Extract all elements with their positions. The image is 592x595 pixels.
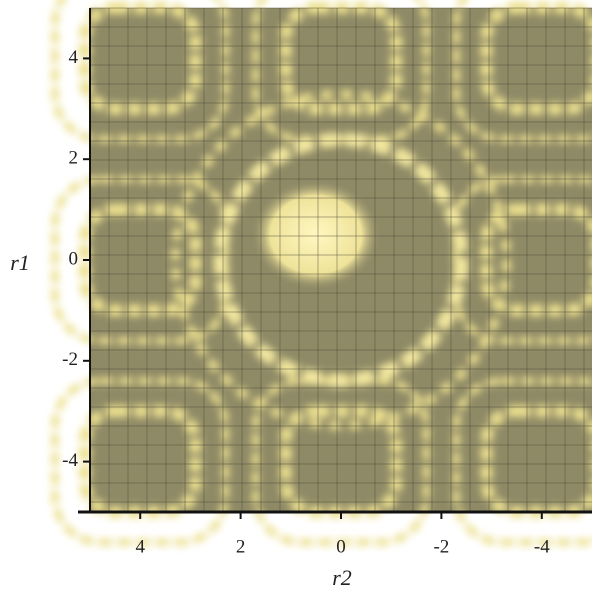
surface-ring: [480, 2, 592, 115]
y-tick-label: 4: [69, 47, 79, 68]
surface-ring: [78, 203, 202, 317]
surface-ring: [170, 89, 512, 431]
surface-ring: [78, 2, 202, 115]
axes: -4 -2 0 2 4 4 2 0 -2 -4: [62, 8, 592, 557]
y-tick-label: 0: [69, 248, 79, 269]
x-tick-label: -2: [433, 536, 449, 557]
x-tick-label: 0: [336, 536, 346, 557]
surface-ring: [252, 0, 430, 143]
surface-ring: [51, 175, 230, 345]
x-tick-label: 4: [135, 536, 145, 557]
surface-ring: [279, 2, 403, 115]
y-axis-label: r1: [10, 250, 30, 275]
surface-ring: [51, 0, 230, 143]
surface: [51, 0, 592, 546]
y-tick-label: -4: [62, 450, 78, 471]
x-tick-label: -4: [534, 536, 550, 557]
y-tick-label: 2: [69, 148, 79, 169]
surface-ring: [452, 377, 592, 546]
surface-pattern: [51, 0, 592, 546]
surface-ring: [213, 132, 469, 388]
surface-ring: [51, 377, 230, 546]
x-axis-label: r2: [332, 565, 352, 590]
surface-ring: [452, 0, 592, 143]
surface-peak: [250, 179, 382, 291]
x-tick-label: 2: [236, 536, 246, 557]
surface-ring: [480, 203, 592, 317]
y-tick-label: -2: [62, 349, 78, 370]
